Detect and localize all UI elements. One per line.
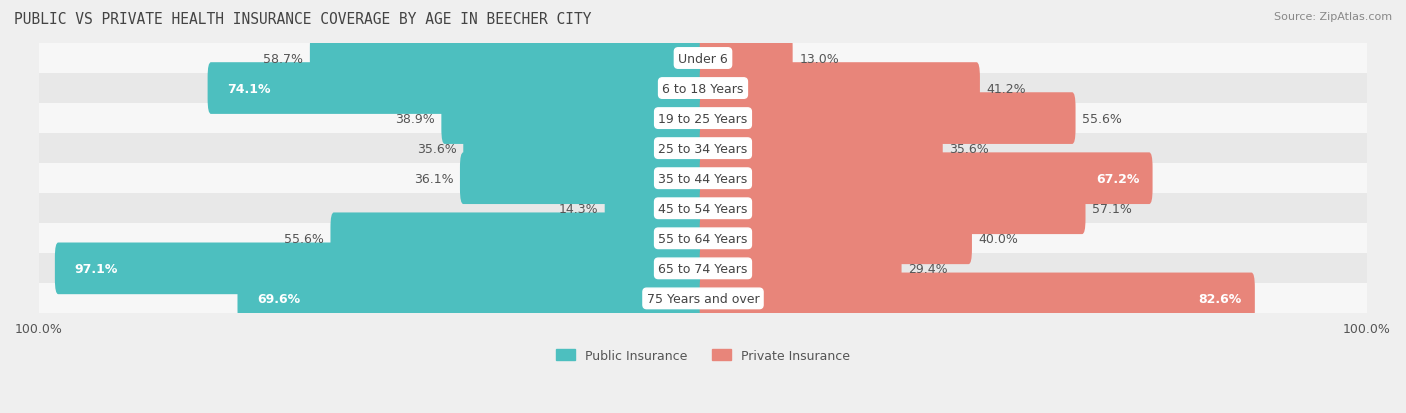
Text: 55 to 64 Years: 55 to 64 Years (658, 232, 748, 245)
FancyBboxPatch shape (700, 183, 1085, 235)
Text: 55.6%: 55.6% (284, 232, 323, 245)
Text: 74.1%: 74.1% (228, 82, 271, 95)
Text: 100.0%: 100.0% (1343, 322, 1391, 335)
FancyBboxPatch shape (700, 153, 1153, 204)
FancyBboxPatch shape (463, 123, 706, 175)
Legend: Public Insurance, Private Insurance: Public Insurance, Private Insurance (551, 344, 855, 367)
FancyBboxPatch shape (39, 224, 1367, 254)
Text: 57.1%: 57.1% (1092, 202, 1132, 215)
Text: 45 to 54 Years: 45 to 54 Years (658, 202, 748, 215)
Text: PUBLIC VS PRIVATE HEALTH INSURANCE COVERAGE BY AGE IN BEECHER CITY: PUBLIC VS PRIVATE HEALTH INSURANCE COVER… (14, 12, 592, 27)
FancyBboxPatch shape (39, 74, 1367, 104)
FancyBboxPatch shape (39, 284, 1367, 313)
FancyBboxPatch shape (39, 164, 1367, 194)
FancyBboxPatch shape (208, 63, 706, 115)
Text: 67.2%: 67.2% (1095, 172, 1139, 185)
Text: 19 to 25 Years: 19 to 25 Years (658, 112, 748, 125)
Text: 36.1%: 36.1% (413, 172, 453, 185)
FancyBboxPatch shape (460, 153, 706, 204)
Text: 35.6%: 35.6% (418, 142, 457, 155)
Text: 100.0%: 100.0% (15, 322, 63, 335)
FancyBboxPatch shape (39, 194, 1367, 224)
FancyBboxPatch shape (238, 273, 706, 325)
Text: 35 to 44 Years: 35 to 44 Years (658, 172, 748, 185)
Text: 69.6%: 69.6% (257, 292, 301, 305)
Text: 55.6%: 55.6% (1083, 112, 1122, 125)
Text: 14.3%: 14.3% (558, 202, 598, 215)
FancyBboxPatch shape (330, 213, 706, 264)
Text: 82.6%: 82.6% (1198, 292, 1241, 305)
Text: 6 to 18 Years: 6 to 18 Years (662, 82, 744, 95)
FancyBboxPatch shape (700, 33, 793, 85)
FancyBboxPatch shape (700, 243, 901, 294)
FancyBboxPatch shape (39, 254, 1367, 284)
FancyBboxPatch shape (605, 183, 706, 235)
Text: 58.7%: 58.7% (263, 52, 304, 65)
FancyBboxPatch shape (39, 44, 1367, 74)
FancyBboxPatch shape (55, 243, 706, 294)
FancyBboxPatch shape (700, 93, 1076, 145)
Text: 35.6%: 35.6% (949, 142, 988, 155)
FancyBboxPatch shape (309, 33, 706, 85)
FancyBboxPatch shape (700, 123, 943, 175)
Text: 41.2%: 41.2% (987, 82, 1026, 95)
FancyBboxPatch shape (39, 104, 1367, 134)
Text: 65 to 74 Years: 65 to 74 Years (658, 262, 748, 275)
FancyBboxPatch shape (700, 63, 980, 115)
Text: 38.9%: 38.9% (395, 112, 434, 125)
FancyBboxPatch shape (700, 213, 972, 264)
Text: Under 6: Under 6 (678, 52, 728, 65)
Text: 13.0%: 13.0% (799, 52, 839, 65)
Text: 75 Years and over: 75 Years and over (647, 292, 759, 305)
Text: Source: ZipAtlas.com: Source: ZipAtlas.com (1274, 12, 1392, 22)
FancyBboxPatch shape (39, 134, 1367, 164)
Text: 25 to 34 Years: 25 to 34 Years (658, 142, 748, 155)
FancyBboxPatch shape (441, 93, 706, 145)
Text: 97.1%: 97.1% (75, 262, 118, 275)
Text: 29.4%: 29.4% (908, 262, 948, 275)
FancyBboxPatch shape (700, 273, 1254, 325)
Text: 40.0%: 40.0% (979, 232, 1018, 245)
